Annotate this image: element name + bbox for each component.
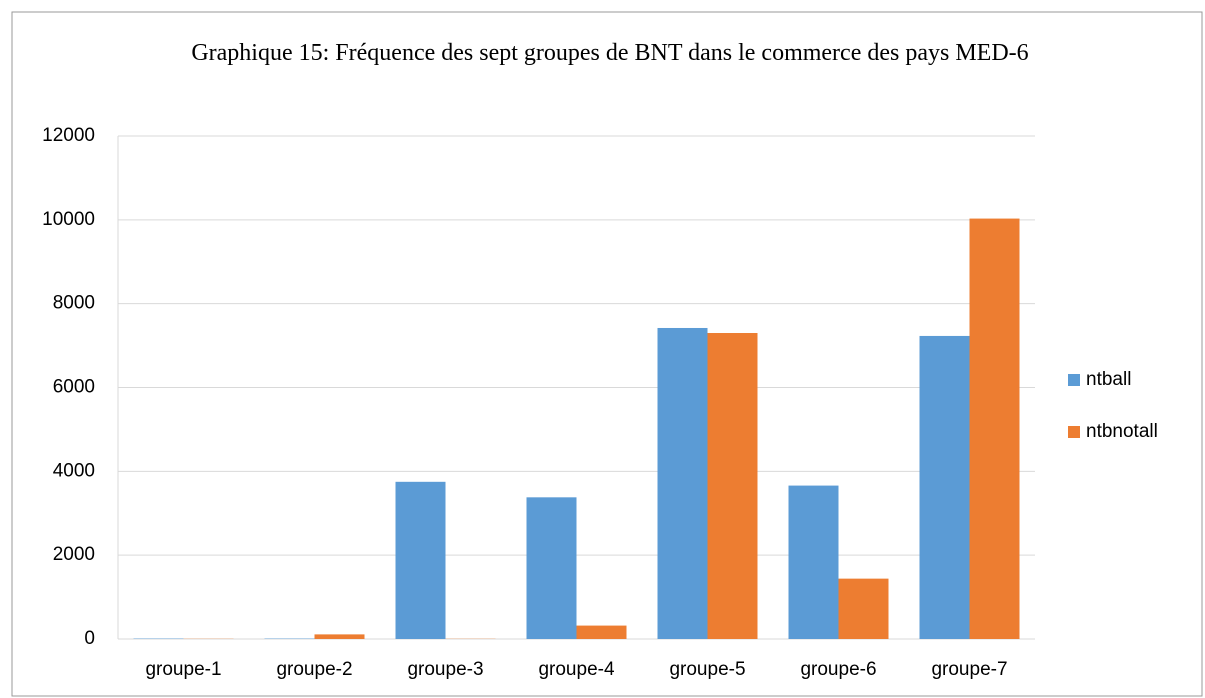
x-tick-label: groupe-2 <box>276 659 352 680</box>
legend-swatch <box>1068 426 1080 438</box>
y-tick-label: 6000 <box>53 377 95 398</box>
x-tick-label: groupe-1 <box>145 659 221 680</box>
y-tick-label: 8000 <box>53 293 95 314</box>
bar <box>838 578 889 639</box>
legend-label: ntball <box>1086 369 1131 390</box>
bar <box>969 218 1020 639</box>
y-tick-label: 4000 <box>53 460 95 481</box>
x-tick-label: groupe-5 <box>669 659 745 680</box>
bar <box>657 327 708 639</box>
bar <box>919 335 970 639</box>
x-tick-label: groupe-7 <box>931 659 1007 680</box>
bar <box>314 634 365 639</box>
legend-label: ntbnotall <box>1086 421 1158 442</box>
y-tick-label: 10000 <box>42 209 95 230</box>
legend-swatch <box>1068 374 1080 386</box>
x-tick-label: groupe-6 <box>800 659 876 680</box>
chart-title: Graphique 15: Fréquence des sept groupes… <box>191 40 1029 66</box>
x-tick-label: groupe-4 <box>538 659 614 680</box>
bar <box>526 497 577 639</box>
chart-border <box>11 11 1203 697</box>
bar <box>788 485 839 639</box>
x-tick-label: groupe-3 <box>407 659 483 680</box>
y-tick-label: 0 <box>84 628 95 649</box>
y-tick-label: 12000 <box>42 125 95 146</box>
bar <box>576 625 627 639</box>
y-tick-label: 2000 <box>53 544 95 565</box>
bar <box>395 481 446 639</box>
bar <box>707 333 758 639</box>
